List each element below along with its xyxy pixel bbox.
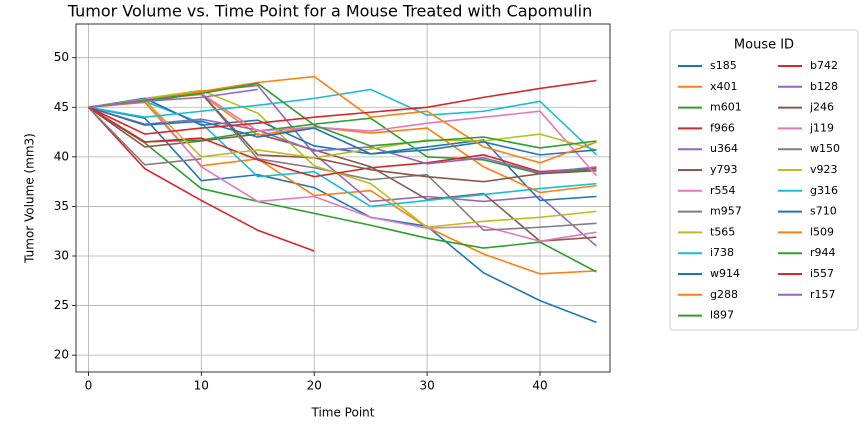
x-tick-label: 10 [194,379,209,393]
y-tick-label: 35 [54,199,69,213]
legend-label: i738 [710,246,734,259]
legend-label: m957 [710,205,742,218]
legend-label: y793 [710,163,738,176]
legend-label: j246 [809,101,834,114]
legend-label: i557 [810,267,834,280]
series-line [88,106,597,174]
legend-label: b128 [810,80,838,93]
legend-label: u364 [710,142,738,155]
legend-label: s710 [810,205,837,218]
plot-frame [75,23,611,373]
y-tick-label: 25 [54,298,69,312]
legend-label: r157 [810,288,836,301]
legend-label: j119 [809,121,834,134]
series-line [87,106,597,178]
series-line [88,99,597,159]
legend-label: w150 [810,142,840,155]
x-tick-label: 30 [419,379,434,393]
series-line [88,101,597,275]
series-line [88,82,597,149]
legend-label: t565 [710,225,735,238]
series-line [88,88,258,109]
legend-title: Mouse ID [734,38,794,53]
legend-label: g288 [710,288,738,301]
y-axis-label: Tumor Volume (mm3) [23,133,37,264]
legend: Mouse ID s185 x401 m601 f966 u364 y793 r554 m957… [669,29,859,331]
x-axis-label: Time Point [311,406,375,420]
series-line [87,106,597,175]
legend-label: f966 [710,121,735,134]
legend-label: r944 [810,246,836,259]
y-tick-label: 50 [54,50,69,64]
series-line [88,106,597,324]
x-tick-label: 40 [532,379,547,393]
legend-label: l509 [810,225,834,238]
y-tick-label: 30 [54,249,69,263]
legend-label: l897 [710,309,734,322]
series-line [87,106,597,242]
x-tick-label: 20 [307,379,322,393]
series-line [88,84,597,247]
series-line [87,106,315,252]
chart-title: Tumor Volume vs. Time Point for a Mouse … [67,2,593,21]
legend-label: b742 [810,59,838,72]
series-line [88,88,598,156]
legend-label: m601 [710,101,742,114]
y-tick-label: 40 [54,149,69,163]
series-line [88,89,597,229]
series-line [87,106,202,166]
legend-label: w914 [710,267,740,280]
series-line [88,97,597,202]
x-tick-label: 0 [85,379,93,393]
y-tick-label: 20 [54,348,69,362]
legend-label: v923 [810,163,838,176]
y-tick-label: 45 [54,100,69,114]
legend-label: r554 [710,184,736,197]
series-line [88,98,597,242]
series-line [87,106,597,273]
series-line [88,79,597,135]
legend-label: g316 [810,184,838,197]
legend-label: s185 [710,59,737,72]
legend-box [669,29,859,331]
series-line [88,106,597,156]
legend-label: x401 [710,80,738,93]
